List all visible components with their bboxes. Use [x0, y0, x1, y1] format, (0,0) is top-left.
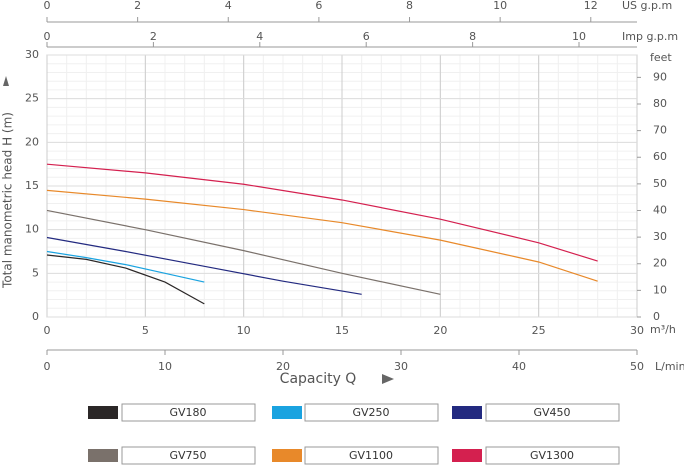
- legend-box: [121, 446, 256, 465]
- x-tick-label: 0: [44, 0, 51, 12]
- y2-tick-label: 60: [653, 150, 667, 163]
- x-tick-label: 6: [363, 30, 370, 43]
- x-tick-label: 10: [572, 30, 586, 43]
- x-tick-label: 0: [44, 360, 51, 373]
- y-tick-label: 15: [25, 179, 39, 192]
- y-axis-title: Total manometric head H (m): [1, 112, 15, 289]
- y2-tick-label: 70: [653, 124, 667, 137]
- y2-tick-label: 10: [653, 283, 667, 296]
- x-tick-label: 8: [469, 30, 476, 43]
- legend-swatch: [452, 406, 482, 419]
- arrow: [3, 76, 9, 86]
- x-tick-label: 25: [532, 324, 546, 337]
- x-tick-label: 2: [134, 0, 141, 12]
- x-tick-label: 10: [158, 360, 172, 373]
- x-tick-label: 50: [630, 360, 644, 373]
- x-tick-label: 30: [630, 324, 644, 337]
- legend-box: [485, 446, 620, 465]
- legend-swatch: [272, 406, 302, 419]
- legend-swatch: [88, 406, 118, 419]
- y-tick-label: 20: [25, 135, 39, 148]
- legend-swatch: [272, 449, 302, 462]
- line: [46, 254, 205, 305]
- x-tick-label: 4: [225, 0, 232, 12]
- x-axis-title: Capacity Q: [280, 371, 357, 387]
- y2-tick-label: 40: [653, 203, 667, 216]
- y-tick-label: 0: [32, 310, 39, 323]
- x-tick-label: 12: [584, 0, 598, 12]
- x-tick-label: 2: [150, 30, 157, 43]
- x-tick-label: 0: [44, 30, 51, 43]
- x-tick-label: 15: [335, 324, 349, 337]
- legend-swatch: [452, 449, 482, 462]
- y2-tick-label: 90: [653, 70, 667, 83]
- line: [46, 236, 362, 295]
- legend-label: GV450: [533, 406, 570, 419]
- legend-label: GV1300: [530, 449, 574, 462]
- y-tick-label: 5: [32, 266, 39, 279]
- x-tick-label: 20: [433, 324, 447, 337]
- line: [46, 209, 441, 295]
- legend-label: GV250: [352, 406, 389, 419]
- legend-box: [121, 403, 256, 422]
- x-tick-label: 10: [493, 0, 507, 12]
- x-tick-label: 4: [256, 30, 263, 43]
- line: [46, 163, 598, 262]
- axis-title: US g.p.m: [622, 0, 672, 12]
- x-tick-label: 30: [394, 360, 408, 373]
- x-tick-label: 8: [406, 0, 413, 12]
- axis-title: L/min: [655, 360, 684, 373]
- arrow: [382, 374, 394, 384]
- x-tick-label: 10: [237, 324, 251, 337]
- axis-title: Imp g.p.m: [622, 30, 678, 43]
- legend-label: GV1100: [349, 449, 393, 462]
- legend-label: GV180: [169, 406, 206, 419]
- y2-axis-title: feet: [650, 51, 672, 64]
- legend-box: [304, 446, 439, 465]
- x-unit: m³/h: [650, 323, 676, 336]
- y-tick-label: 10: [25, 223, 39, 236]
- y2-tick-label: 0: [653, 310, 660, 323]
- y2-tick-label: 20: [653, 257, 667, 270]
- legend-swatch: [88, 449, 118, 462]
- y2-tick-label: 50: [653, 177, 667, 190]
- legend-label: GV750: [169, 449, 206, 462]
- line: [46, 189, 598, 282]
- x-tick-label: 5: [142, 324, 149, 337]
- x-tick-label: 40: [512, 360, 526, 373]
- x-tick-label: 6: [315, 0, 322, 12]
- x-tick-label: 0: [44, 324, 51, 337]
- y2-tick-label: 30: [653, 230, 667, 243]
- legend-box: [304, 403, 439, 422]
- legend-box: [485, 403, 620, 422]
- x-tick-label: 20: [276, 360, 290, 373]
- line: [46, 250, 205, 283]
- y-tick-label: 30: [25, 48, 39, 61]
- y2-tick-label: 80: [653, 97, 667, 110]
- y-tick-label: 25: [25, 92, 39, 105]
